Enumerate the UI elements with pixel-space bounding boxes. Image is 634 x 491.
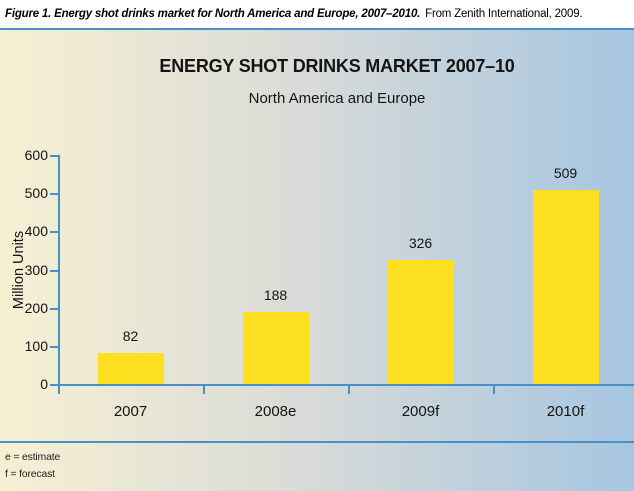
x-axis-line xyxy=(58,384,634,386)
bar xyxy=(387,259,454,384)
y-tick-label: 200 xyxy=(24,299,48,316)
bar-value-label: 509 xyxy=(553,164,578,181)
y-tick-label: 300 xyxy=(24,261,48,278)
bar xyxy=(532,189,599,384)
bar-chart: ENERGY SHOT DRINKS MARKET 2007–10 North … xyxy=(0,30,634,491)
y-tick xyxy=(50,269,58,272)
figure-caption-title: Figure 1. Energy shot drinks market for … xyxy=(5,8,421,20)
y-tick xyxy=(50,193,58,196)
x-category-label: 2010f xyxy=(546,403,585,420)
bar-value-label: 188 xyxy=(263,287,288,304)
y-tick-label: 600 xyxy=(24,147,48,163)
figure-caption: Figure 1. Energy shot drinks market for … xyxy=(0,0,634,28)
y-axis-line xyxy=(58,155,60,394)
y-tick xyxy=(50,307,58,310)
y-tick-label: 0 xyxy=(40,376,48,392)
bar xyxy=(97,352,164,384)
y-tick-label: 100 xyxy=(24,337,48,354)
footnote-estimate: e = estimate xyxy=(5,451,61,463)
y-tick-label: 400 xyxy=(24,223,48,240)
y-tick xyxy=(50,231,58,234)
bottom-divider xyxy=(0,441,634,443)
x-category-label: 2009f xyxy=(401,403,440,420)
chart-title: ENERGY SHOT DRINKS MARKET 2007–10 xyxy=(159,56,515,76)
x-tick xyxy=(203,386,205,394)
bar xyxy=(242,312,309,384)
y-tick xyxy=(50,384,58,386)
bar-value-label: 82 xyxy=(122,327,139,344)
figure-caption-source: From Zenith International, 2009. xyxy=(425,8,583,20)
top-divider xyxy=(0,28,634,30)
chart-subtitle: North America and Europe xyxy=(248,90,426,107)
footnote-forecast: f = forecast xyxy=(5,468,55,480)
x-tick xyxy=(348,386,350,394)
x-category-label: 2008e xyxy=(254,403,297,420)
bar-value-label: 326 xyxy=(408,234,433,251)
x-category-label: 2007 xyxy=(113,403,148,420)
y-tick-label: 500 xyxy=(24,185,48,202)
y-tick xyxy=(50,155,58,157)
x-tick xyxy=(493,386,495,394)
y-tick xyxy=(50,345,58,348)
